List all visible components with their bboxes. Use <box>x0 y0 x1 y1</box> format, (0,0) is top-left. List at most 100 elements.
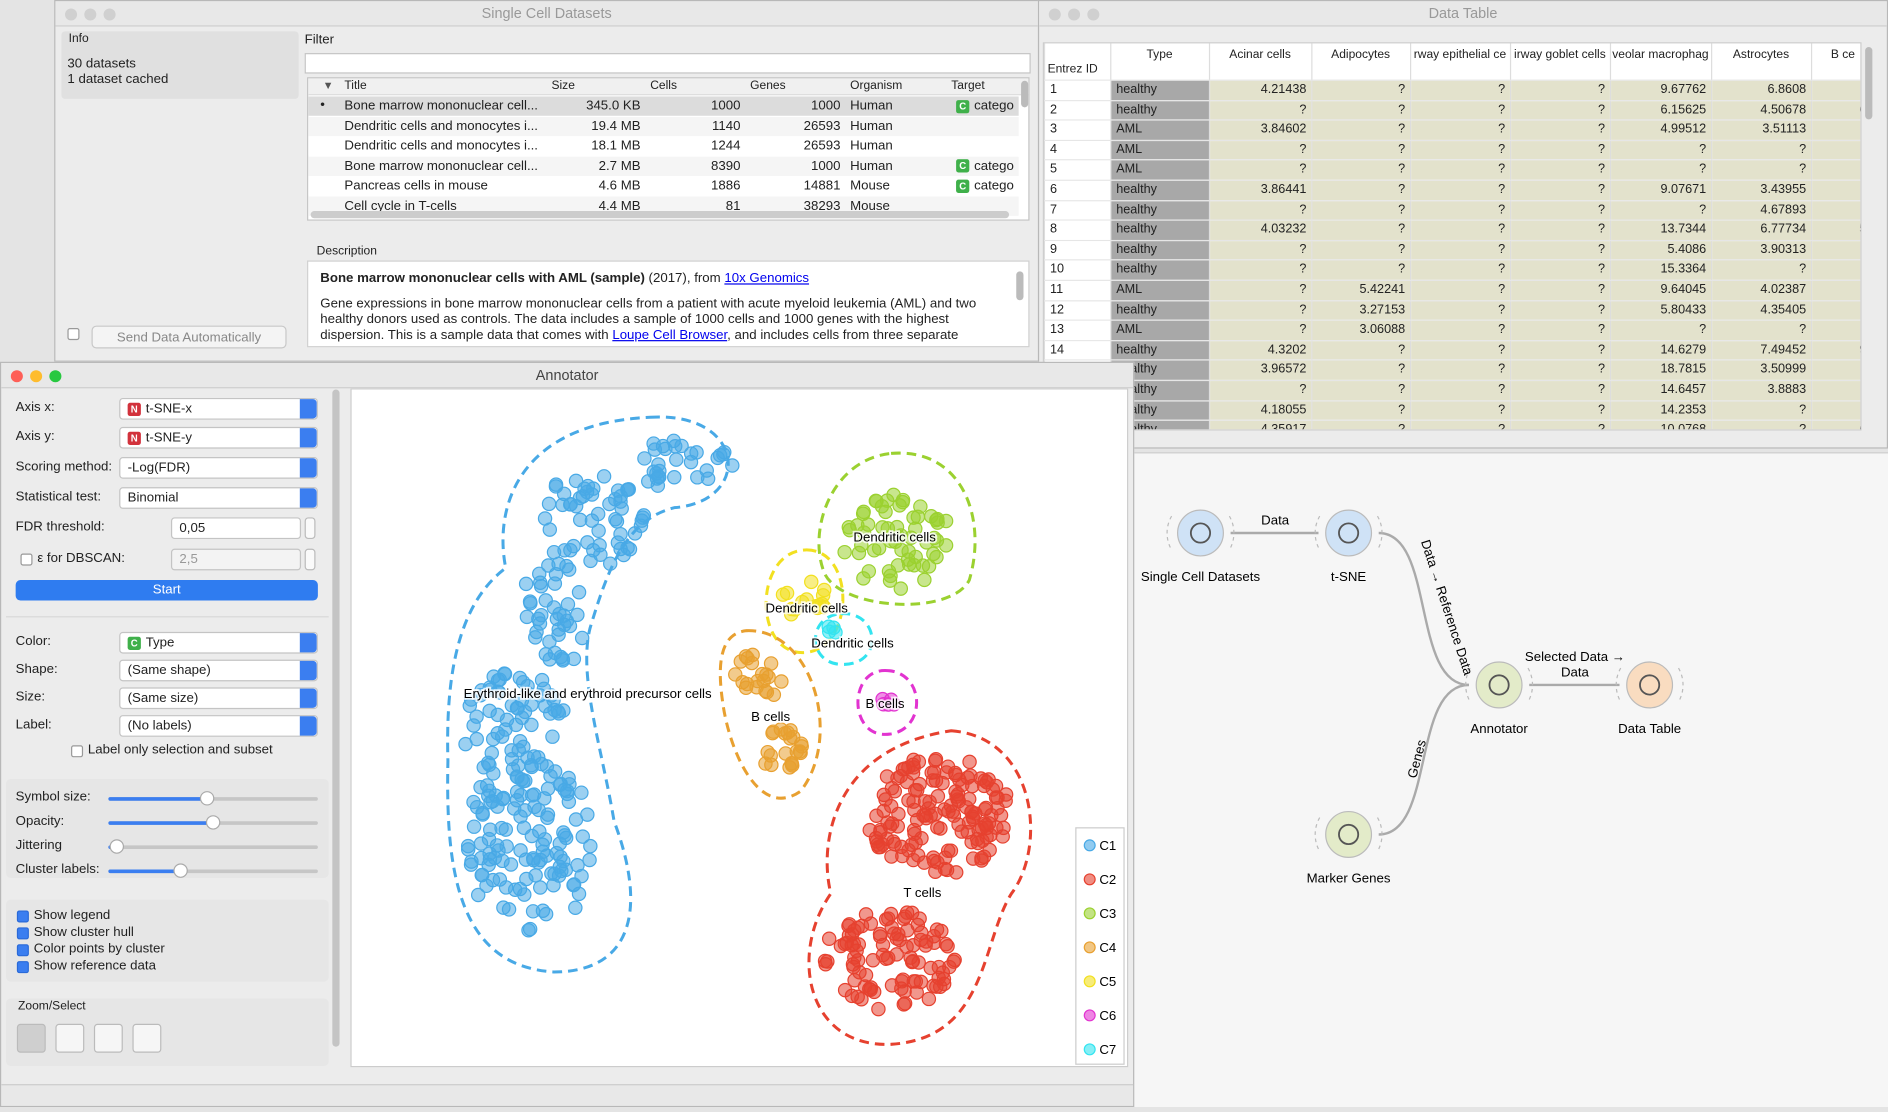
target-text: catego <box>974 158 1014 174</box>
combo-arrow <box>299 428 317 448</box>
slider-knob[interactable] <box>109 839 125 854</box>
cell-point <box>998 787 1014 802</box>
table-cell: Human <box>850 98 893 114</box>
table-row[interactable] <box>308 116 1019 136</box>
window-button[interactable] <box>103 8 116 21</box>
column-header[interactable]: irway goblet cells <box>1514 48 1606 62</box>
scrollbar[interactable] <box>1021 80 1029 108</box>
column-header[interactable]: Adipocytes <box>1331 48 1391 62</box>
filter-input[interactable] <box>304 53 1031 74</box>
table-cell: 8390 <box>711 158 741 174</box>
table-cell: 4.67893 <box>1712 200 1811 220</box>
column-header[interactable]: Type <box>1146 48 1173 62</box>
combo-box[interactable]: (No labels) <box>119 715 318 737</box>
spin-box[interactable]: 2,5 <box>170 548 302 571</box>
checkbox[interactable] <box>16 927 29 940</box>
spin-arrows[interactable] <box>304 548 316 571</box>
column-header[interactable]: Target <box>951 79 985 93</box>
panel-scrollbar[interactable] <box>332 389 340 1047</box>
table-row[interactable] <box>308 156 1019 176</box>
window-button[interactable] <box>1087 8 1100 21</box>
column-header[interactable]: B ce <box>1830 48 1855 62</box>
column-header[interactable]: veolar macrophag <box>1612 48 1709 62</box>
row-line <box>1043 319 1861 321</box>
h-scrollbar[interactable] <box>310 211 1010 219</box>
cell-point <box>804 574 819 590</box>
tool-button[interactable] <box>93 1023 123 1053</box>
checkbox[interactable] <box>71 745 84 758</box>
loupe-link[interactable]: Loupe Cell Browser <box>612 328 728 343</box>
slider-knob[interactable] <box>173 863 188 878</box>
cell-point <box>571 584 587 600</box>
window-button[interactable] <box>49 370 62 383</box>
column-header[interactable]: Cells <box>650 79 677 93</box>
checkbox-label: Show cluster hull <box>33 924 134 940</box>
cell-point <box>911 754 927 770</box>
window-button[interactable] <box>30 370 43 383</box>
column-header[interactable]: rway epithelial ce <box>1413 48 1507 62</box>
tool-button[interactable] <box>132 1023 162 1053</box>
column-header[interactable]: Genes <box>750 79 786 93</box>
column-header[interactable]: Acinar cells <box>1229 48 1291 62</box>
window-button[interactable] <box>65 8 78 21</box>
table-row[interactable] <box>308 96 1019 116</box>
row-id: 2 <box>1045 100 1111 120</box>
cell-point <box>494 820 509 836</box>
window-button[interactable] <box>84 8 97 21</box>
column-header[interactable]: Astrocytes <box>1732 48 1790 62</box>
combo-box[interactable]: -Log(FDR) <box>119 457 318 479</box>
dataset-name: Bone marrow mononuclear cells with AML (… <box>320 271 645 286</box>
checkbox[interactable] <box>16 961 29 974</box>
table-cell: ? <box>1511 381 1610 400</box>
table-cell: ? <box>1312 180 1411 200</box>
source-link[interactable]: 10x Genomics <box>724 271 810 286</box>
scrollbar[interactable] <box>1016 271 1024 301</box>
start-button[interactable]: Start <box>15 580 318 601</box>
combo-box[interactable]: Binomial <box>119 487 318 509</box>
window-button[interactable] <box>1048 8 1061 21</box>
cell-point <box>590 506 606 522</box>
table-cell: AML <box>1111 320 1209 340</box>
checkbox[interactable] <box>16 944 29 957</box>
table-cell: ? <box>1312 341 1411 360</box>
combo-box[interactable]: C Type <box>119 631 318 654</box>
column-header[interactable]: Title <box>344 79 367 93</box>
table-cell: ? <box>1411 300 1510 320</box>
cell-point <box>964 804 979 820</box>
spin-arrows[interactable] <box>304 517 316 540</box>
checkbox[interactable] <box>16 910 29 923</box>
table-cell: 9.07671 <box>1611 180 1712 200</box>
combo-arrow <box>299 688 317 708</box>
table-cell: 6.8608 <box>1712 80 1811 100</box>
cell-point <box>919 535 934 550</box>
cell-point <box>582 852 597 868</box>
checkbox[interactable] <box>20 553 33 566</box>
table-row[interactable] <box>308 136 1019 156</box>
spin-box[interactable]: 0,05 <box>170 517 302 540</box>
cell-point <box>886 834 901 849</box>
column-header[interactable]: Size <box>551 79 575 93</box>
table-row[interactable] <box>308 176 1019 196</box>
cell-point <box>566 651 582 667</box>
tool-button[interactable] <box>16 1023 46 1053</box>
send-button[interactable]: Send Data Automatically <box>91 325 287 349</box>
slider-knob[interactable] <box>205 815 221 830</box>
cell-point <box>646 436 661 451</box>
table-cell: 4.02387 <box>1712 280 1811 300</box>
cluster-hull <box>718 629 822 800</box>
node-ring <box>1527 667 1534 703</box>
checkbox[interactable] <box>67 328 80 341</box>
node <box>1177 509 1224 557</box>
tool-button[interactable] <box>55 1023 85 1053</box>
column-header[interactable]: Organism <box>850 79 903 93</box>
table-cell: 345.0 KB <box>586 98 641 114</box>
window-button[interactable] <box>10 370 23 383</box>
window-button[interactable] <box>1068 8 1081 21</box>
combo-box[interactable]: (Same size) <box>119 687 318 710</box>
combo-box[interactable]: (Same shape) <box>119 659 318 682</box>
scrollbar[interactable] <box>1865 47 1873 120</box>
slider-knob[interactable] <box>199 791 215 806</box>
cell-point <box>561 794 577 810</box>
